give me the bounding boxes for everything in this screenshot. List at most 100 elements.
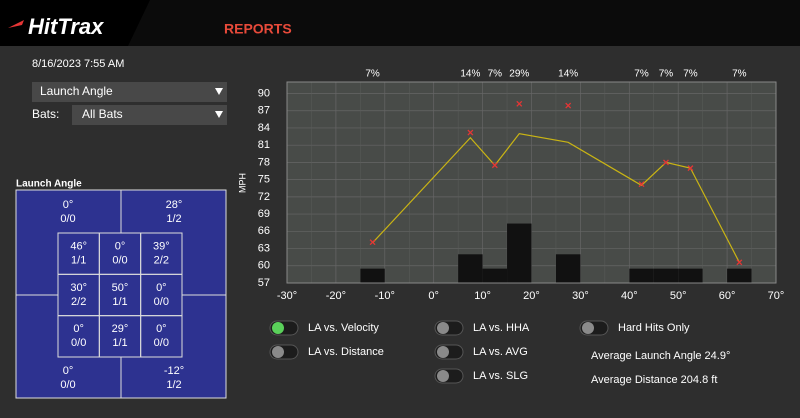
toggle-label: LA vs. AVG	[473, 346, 528, 358]
bar-label: 29%	[509, 69, 529, 80]
nav-reports[interactable]: REPORTS	[224, 21, 292, 37]
toggle-knob	[272, 346, 284, 358]
logo-area	[0, 0, 150, 46]
y-tick-label: 78	[258, 156, 270, 168]
toggle-knob	[272, 322, 284, 334]
y-tick-label: 75	[258, 174, 270, 186]
date: 8/16/2023 7:55 AM	[32, 58, 124, 70]
histogram-bar	[629, 268, 654, 283]
y-tick-label: 60	[258, 260, 270, 272]
y-tick-label: 81	[258, 139, 270, 151]
toggle[interactable]: LA vs. HHA	[434, 320, 530, 336]
toggle[interactable]: LA vs. AVG	[434, 344, 528, 360]
dropdown-value: Launch Angle	[40, 84, 113, 98]
dropdown-arrow	[215, 88, 223, 95]
bar-label: 14%	[558, 69, 578, 80]
zone-cell	[140, 315, 183, 358]
x-tick-label: 20°	[523, 290, 540, 302]
hit-point	[369, 239, 376, 246]
zone-count: 0/0	[60, 213, 75, 225]
y-tick-label: 63	[258, 242, 270, 254]
zone-count: 2/2	[71, 296, 86, 308]
x-tick-label: 50°	[670, 290, 687, 302]
x-tick-label: -20°	[326, 290, 346, 302]
bar-label: 7%	[683, 69, 698, 80]
zone-count: 1/1	[71, 255, 86, 267]
zone-count: 0/0	[154, 337, 169, 349]
logo-swoosh	[8, 20, 24, 28]
toggle[interactable]: Hard Hits Only	[579, 320, 690, 336]
zone-count: 0/0	[154, 296, 169, 308]
histogram-bar	[678, 268, 703, 283]
bar-label: 7%	[659, 69, 674, 80]
toggle-label: LA vs. SLG	[473, 370, 528, 382]
x-tick-label: 60°	[719, 290, 736, 302]
zone-count: 1/1	[112, 296, 127, 308]
y-tick-label: 84	[258, 122, 270, 134]
bats-dropdown[interactable]: All Bats	[72, 105, 227, 125]
stat: Average Distance 204.8 ft	[591, 374, 717, 386]
zone-angle: 0°	[156, 282, 167, 294]
hit-point	[736, 259, 743, 266]
zone-count: 2/2	[154, 255, 169, 267]
zone-count: 1/1	[112, 337, 127, 349]
x-tick-label: -10°	[375, 290, 395, 302]
zone-count: 0/0	[71, 337, 86, 349]
zone-title: Launch Angle	[16, 179, 82, 190]
histogram-bar	[458, 254, 483, 283]
zone-count: 0/0	[112, 255, 127, 267]
toggle-label: LA vs. Distance	[308, 346, 384, 358]
y-tick-label: 66	[258, 225, 270, 237]
histogram-bar	[555, 254, 581, 283]
zone-angle: -12°	[164, 365, 184, 377]
toggle-knob	[437, 370, 449, 382]
zone-angle: 30°	[70, 282, 87, 294]
zone-angle: 0°	[63, 365, 74, 377]
x-tick-label: 30°	[572, 290, 589, 302]
zone-count: 1/2	[166, 213, 181, 225]
hit-point	[638, 181, 645, 188]
y-axis-label: MPH	[237, 173, 247, 193]
histogram-bar	[482, 268, 508, 283]
x-tick-label: 40°	[621, 290, 638, 302]
y-tick-label: 87	[258, 105, 270, 117]
toggle-label: LA vs. HHA	[473, 322, 530, 334]
toggle-knob	[582, 322, 594, 334]
histogram-bar	[653, 268, 679, 283]
stat: Average Launch Angle 24.9°	[591, 350, 730, 362]
histogram-bar	[727, 268, 752, 283]
toggle[interactable]: LA vs. SLG	[434, 368, 528, 384]
zone-angle: 28°	[166, 199, 183, 211]
toggle-label: Hard Hits Only	[618, 322, 690, 334]
metric-dropdown[interactable]: Launch Angle	[32, 82, 227, 102]
bar-label: 7%	[732, 69, 747, 80]
hit-point	[467, 129, 474, 136]
x-tick-label: 0°	[428, 290, 439, 302]
zone-angle: 29°	[112, 323, 129, 335]
toggle[interactable]: LA vs. Distance	[269, 344, 384, 360]
zone-angle: 0°	[156, 323, 167, 335]
hit-point	[663, 159, 669, 166]
x-tick-label: 10°	[474, 290, 491, 302]
y-tick-label: 90	[258, 87, 270, 99]
dropdown-box	[72, 105, 227, 125]
zone-angle: 0°	[115, 241, 126, 253]
y-tick-label: 69	[258, 208, 270, 220]
average-line	[372, 133, 740, 263]
bar-label: 7%	[488, 69, 503, 80]
y-tick-label: 57	[258, 277, 270, 289]
hit-point	[516, 100, 523, 107]
toggle-label: LA vs. Velocity	[308, 322, 379, 334]
hit-point	[491, 162, 498, 169]
bar-label: 7%	[365, 69, 380, 80]
bar-label: 14%	[460, 69, 480, 80]
hit-point	[565, 102, 572, 109]
x-tick-label: -30°	[277, 290, 297, 302]
toggle[interactable]: LA vs. Velocity	[269, 320, 379, 336]
zone-angle: 0°	[63, 199, 74, 211]
bar-label: 7%	[634, 69, 649, 80]
zone-angle: 0°	[73, 323, 84, 335]
dropdown-box	[32, 82, 227, 102]
zone-angle: 50°	[112, 282, 129, 294]
